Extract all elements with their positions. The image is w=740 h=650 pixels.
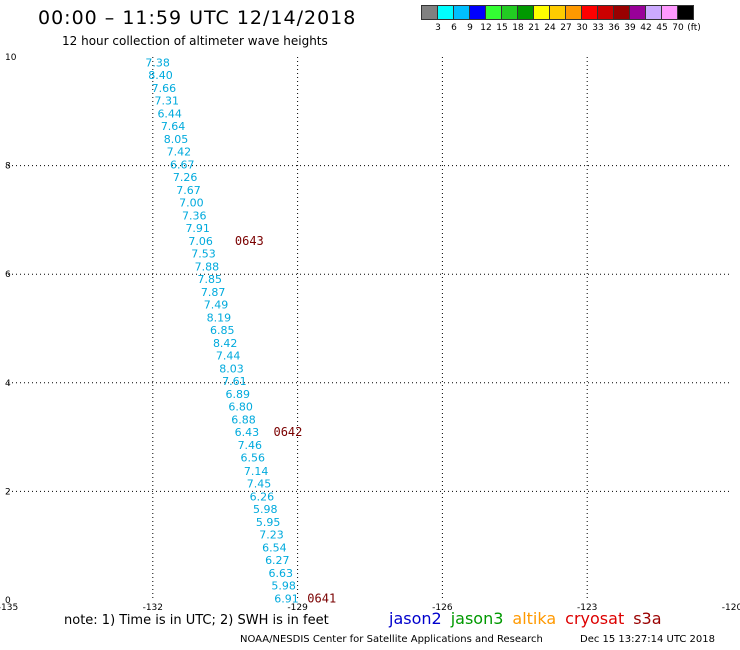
wave-height-label: 7.53 bbox=[191, 248, 216, 261]
colorbar-label: 30 bbox=[576, 23, 588, 33]
satellite-legend: jason2 jason3 altika cryosat s3a bbox=[389, 609, 671, 628]
wave-height-label: 7.45 bbox=[247, 477, 272, 490]
satellite-name: jason3 bbox=[450, 609, 504, 628]
wave-height-plot: -135-132-129-126-123-12002468107.388.407… bbox=[0, 53, 740, 610]
wave-height-label: 7.23 bbox=[259, 528, 284, 541]
wave-height-label: 7.85 bbox=[198, 273, 223, 286]
satellite-name: jason2 bbox=[389, 609, 442, 628]
wave-height-label: 7.49 bbox=[204, 299, 229, 312]
wave-height-label: 7.67 bbox=[176, 184, 201, 197]
satellite-name: cryosat bbox=[565, 609, 625, 628]
y-tick-label: 10 bbox=[5, 53, 17, 63]
wave-height-label: 6.85 bbox=[210, 324, 235, 337]
colorbar-label: 12 bbox=[480, 23, 492, 33]
colorbar-label: 9 bbox=[467, 23, 473, 33]
colorbar-legend: 3 6 9 12 15 18 21 24 27 30 33 36 39 42 45 70 (ft) bbox=[421, 5, 701, 33]
y-tick-label: 8 bbox=[5, 162, 11, 172]
wave-height-label: 7.64 bbox=[161, 120, 186, 133]
satellite-name: s3a bbox=[633, 609, 662, 628]
colorbar-label: (ft) bbox=[687, 23, 701, 33]
colorbar-swatch bbox=[677, 5, 694, 20]
wave-height-label: 8.40 bbox=[148, 69, 173, 82]
wave-height-label: 7.87 bbox=[201, 286, 226, 299]
wave-height-label: 5.95 bbox=[256, 516, 281, 529]
x-tick-label: -132 bbox=[143, 603, 163, 610]
wave-height-label: 7.44 bbox=[216, 350, 241, 363]
y-tick-label: 6 bbox=[5, 270, 11, 280]
wave-height-label: 6.54 bbox=[262, 541, 287, 554]
colorbar-label: 6 bbox=[451, 23, 457, 33]
x-tick-label: -129 bbox=[287, 603, 308, 610]
colorbar-swatches bbox=[421, 5, 694, 20]
wave-height-label: 6.80 bbox=[228, 401, 253, 414]
x-tick-label: -123 bbox=[577, 603, 597, 610]
y-tick-label: 2 bbox=[5, 487, 11, 497]
colorbar-label: 18 bbox=[512, 23, 524, 33]
time-label: 0641 bbox=[307, 591, 336, 605]
colorbar-label: 21 bbox=[528, 23, 540, 33]
colorbar-label: 70 bbox=[672, 23, 684, 33]
wave-height-label: 6.63 bbox=[268, 567, 293, 580]
wave-height-label: 6.67 bbox=[170, 159, 195, 172]
chart-subtitle: 12 hour collection of altimeter wave hei… bbox=[62, 34, 328, 48]
wave-height-label: 7.26 bbox=[173, 171, 198, 184]
wave-height-label: 7.14 bbox=[244, 465, 269, 478]
wave-height-label: 6.56 bbox=[240, 452, 265, 465]
wave-height-label: 6.89 bbox=[225, 388, 250, 401]
y-tick-label: 4 bbox=[5, 379, 11, 389]
colorbar-label: 39 bbox=[624, 23, 636, 33]
colorbar-label: 42 bbox=[640, 23, 652, 33]
wave-height-label: 6.44 bbox=[157, 107, 182, 120]
time-label: 0643 bbox=[235, 234, 264, 248]
x-tick-label: -126 bbox=[432, 603, 453, 610]
wave-height-label: 6.27 bbox=[265, 554, 290, 567]
wave-height-label: 7.06 bbox=[188, 235, 213, 248]
colorbar-label: 24 bbox=[544, 23, 556, 33]
x-tick-label: -135 bbox=[0, 603, 18, 610]
colorbar-label: 45 bbox=[656, 23, 668, 33]
wave-height-label: 6.43 bbox=[235, 426, 260, 439]
satellite-name: altika bbox=[512, 609, 557, 628]
wave-height-label: 7.38 bbox=[145, 56, 170, 69]
colorbar-label: 33 bbox=[592, 23, 604, 33]
wave-height-label: 6.91 bbox=[274, 592, 299, 605]
colorbar-label: 27 bbox=[560, 23, 572, 33]
x-tick-label: -120 bbox=[722, 603, 740, 610]
wave-height-label: 5.98 bbox=[253, 503, 278, 516]
wave-height-label: 7.46 bbox=[238, 439, 263, 452]
time-label: 0642 bbox=[273, 425, 302, 439]
wave-height-label: 6.26 bbox=[250, 490, 275, 503]
wave-height-label: 7.88 bbox=[195, 261, 220, 274]
chart-title: 00:00 – 11:59 UTC 12/14/2018 bbox=[38, 7, 357, 29]
colorbar-label: 36 bbox=[608, 23, 620, 33]
wave-height-label: 8.05 bbox=[164, 133, 189, 146]
colorbar-labels: 3 6 9 12 15 18 21 24 27 30 33 36 39 42 45 70 (ft) bbox=[421, 23, 740, 35]
wave-height-label: 7.66 bbox=[152, 82, 177, 95]
footer-note: note: 1) Time is in UTC; 2) SWH is in fe… bbox=[64, 613, 329, 628]
wave-height-label: 7.00 bbox=[179, 197, 204, 210]
colorbar-label: 3 bbox=[435, 23, 441, 33]
wave-height-label: 8.19 bbox=[207, 312, 232, 325]
wave-height-label: 6.88 bbox=[231, 414, 256, 427]
wave-height-label: 7.31 bbox=[155, 94, 180, 107]
generated-timestamp: Dec 15 13:27:14 UTC 2018 bbox=[580, 634, 715, 645]
colorbar-label: 15 bbox=[496, 23, 508, 33]
wave-height-label: 5.98 bbox=[271, 579, 296, 592]
wave-height-label: 7.61 bbox=[222, 375, 247, 388]
wave-height-label: 8.03 bbox=[219, 363, 244, 376]
credit-line: NOAA/NESDIS Center for Satellite Applica… bbox=[240, 634, 543, 645]
wave-height-label: 7.36 bbox=[182, 210, 207, 223]
wave-height-label: 8.42 bbox=[213, 337, 238, 350]
y-tick-label: 0 bbox=[5, 596, 11, 606]
wave-height-label: 7.42 bbox=[167, 145, 192, 158]
wave-height-label: 7.91 bbox=[185, 222, 210, 235]
